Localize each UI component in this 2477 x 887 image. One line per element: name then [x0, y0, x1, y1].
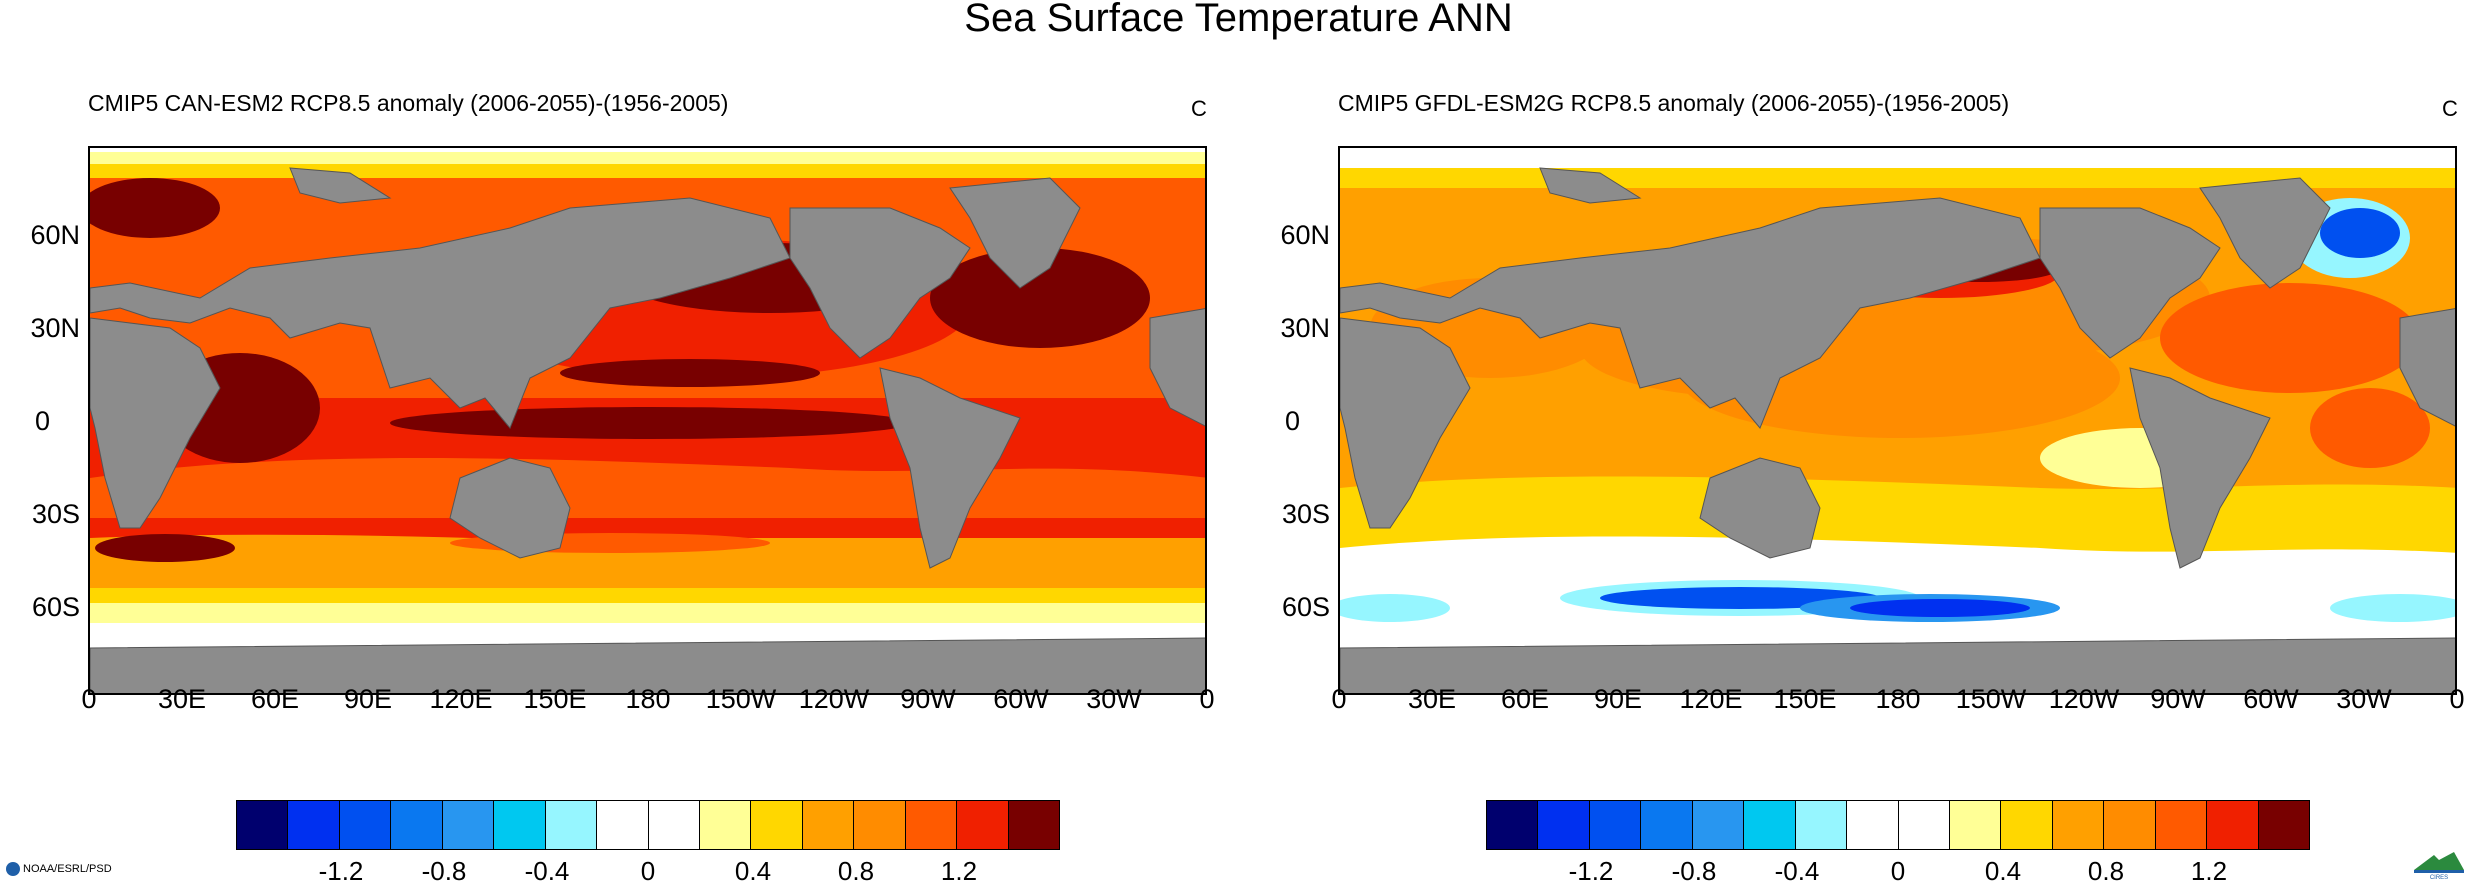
- lat-label-0-right: 0: [1284, 406, 1300, 436]
- legend-swatch-15: [1008, 801, 1059, 849]
- lon-label-left-7: 150W: [705, 684, 777, 714]
- lon-label-right-9: 90W: [2150, 684, 2206, 714]
- legend-label-right-0: -1.2: [1568, 856, 1614, 886]
- legend-swatch-8: [648, 801, 700, 849]
- legend-swatch-1: [288, 801, 340, 849]
- legend-swatch-9: [699, 801, 752, 849]
- legend-swatch-1: [1538, 801, 1590, 849]
- legend-label-left-2: -0.4: [524, 856, 570, 886]
- legend-swatch-14: [2207, 801, 2259, 849]
- legend-label-right-3: 0: [1890, 856, 1906, 886]
- lon-label-right-3: 90E: [1593, 684, 1643, 714]
- legend-swatch-14: [957, 801, 1009, 849]
- lat-label-60s-left: 60S: [31, 592, 80, 622]
- lon-label-right-1: 30E: [1407, 684, 1457, 714]
- legend-label-left-3: 0: [640, 856, 656, 886]
- legend-swatch-13: [905, 801, 958, 849]
- legend-label-right-6: 1.2: [2190, 856, 2228, 886]
- legend-bar-left: [236, 800, 1060, 850]
- legend-label-right-4: 0.4: [1984, 856, 2022, 886]
- lon-label-left-1: 30E: [157, 684, 207, 714]
- legend-swatch-3: [1641, 801, 1693, 849]
- lat-label-30s-right: 30S: [1281, 499, 1330, 529]
- map-left: [88, 146, 1207, 695]
- legend-swatch-4: [442, 801, 495, 849]
- legend-swatch-12: [854, 801, 906, 849]
- lon-label-left-10: 60W: [993, 684, 1049, 714]
- legend-label-left-1: -0.8: [421, 856, 467, 886]
- legend-swatch-7: [597, 801, 649, 849]
- legend-label-left-6: 1.2: [940, 856, 978, 886]
- credit: NOAA/ESRL/PSD: [6, 862, 112, 876]
- legend-label-left-5: 0.8: [837, 856, 875, 886]
- noaa-logo-icon: [6, 862, 20, 876]
- lon-label-left-11: 30W: [1086, 684, 1142, 714]
- lon-label-right-4: 120E: [1679, 684, 1743, 714]
- lat-label-30n-left: 30N: [30, 313, 80, 343]
- lat-label-30n-right: 30N: [1280, 313, 1330, 343]
- panel-right-title: CMIP5 GFDL-ESM2G RCP8.5 anomaly (2006-20…: [1338, 90, 2010, 116]
- legend-swatch-13: [2155, 801, 2208, 849]
- legend-swatch-8: [1898, 801, 1950, 849]
- lon-label-right-12: 0: [2449, 684, 2465, 714]
- legend-swatch-3: [391, 801, 443, 849]
- lon-label-left-4: 120E: [429, 684, 493, 714]
- legend-swatch-12: [2104, 801, 2156, 849]
- lon-label-left-3: 90E: [343, 684, 393, 714]
- lon-label-left-12: 0: [1199, 684, 1215, 714]
- map-right: [1338, 146, 2457, 695]
- lon-label-right-11: 30W: [2336, 684, 2392, 714]
- legend-label-left-4: 0.4: [734, 856, 772, 886]
- legend-swatch-10: [2001, 801, 2053, 849]
- legend-label-right-2: -0.4: [1774, 856, 1820, 886]
- lon-label-right-2: 60E: [1500, 684, 1550, 714]
- legend-label-right-5: 0.8: [2087, 856, 2125, 886]
- figure-title: Sea Surface Temperature ANN: [964, 0, 1513, 40]
- lat-label-60n-left: 60N: [30, 220, 80, 250]
- legend-swatch-11: [2052, 801, 2105, 849]
- legend-swatch-6: [1795, 801, 1848, 849]
- lat-label-60s-right: 60S: [1281, 592, 1330, 622]
- legend-swatch-0: [1487, 801, 1539, 849]
- legend-swatch-2: [339, 801, 392, 849]
- legend-swatch-5: [1744, 801, 1796, 849]
- legend-swatch-10: [751, 801, 803, 849]
- panel-left-units: C: [1191, 96, 1207, 121]
- lon-label-left-2: 60E: [250, 684, 300, 714]
- lon-label-left-9: 90W: [900, 684, 956, 714]
- legend-label-left-0: -1.2: [318, 856, 364, 886]
- lat-label-0-left: 0: [34, 406, 50, 436]
- panel-right-units: C: [2442, 96, 2458, 121]
- lon-label-left-6: 180: [625, 684, 671, 714]
- legend-swatch-6: [545, 801, 598, 849]
- lon-label-right-0: 0: [1331, 684, 1347, 714]
- lon-label-right-7: 150W: [1955, 684, 2027, 714]
- lon-label-right-8: 120W: [2048, 684, 2120, 714]
- legend-label-right-1: -0.8: [1671, 856, 1717, 886]
- panel-left-title: CMIP5 CAN-ESM2 RCP8.5 anomaly (2006-2055…: [88, 90, 729, 116]
- legend-swatch-4: [1692, 801, 1745, 849]
- lon-label-left-8: 120W: [798, 684, 870, 714]
- svg-text:CIRES: CIRES: [2430, 875, 2448, 880]
- lon-label-right-6: 180: [1875, 684, 1921, 714]
- legend-bar-right: [1486, 800, 2310, 850]
- cires-logo-icon: CIRES: [2414, 852, 2464, 880]
- legend-swatch-11: [802, 801, 855, 849]
- legend-swatch-7: [1847, 801, 1899, 849]
- lon-label-left-0: 0: [81, 684, 97, 714]
- legend-swatch-0: [237, 801, 289, 849]
- lon-label-right-5: 150E: [1773, 684, 1837, 714]
- legend-swatch-15: [2258, 801, 2309, 849]
- legend-swatch-5: [494, 801, 546, 849]
- legend-swatch-2: [1589, 801, 1642, 849]
- lon-label-left-5: 150E: [523, 684, 587, 714]
- lon-label-right-10: 60W: [2243, 684, 2299, 714]
- legend-swatch-9: [1949, 801, 2002, 849]
- lat-label-30s-left: 30S: [31, 499, 80, 529]
- lat-label-60n-right: 60N: [1280, 220, 1330, 250]
